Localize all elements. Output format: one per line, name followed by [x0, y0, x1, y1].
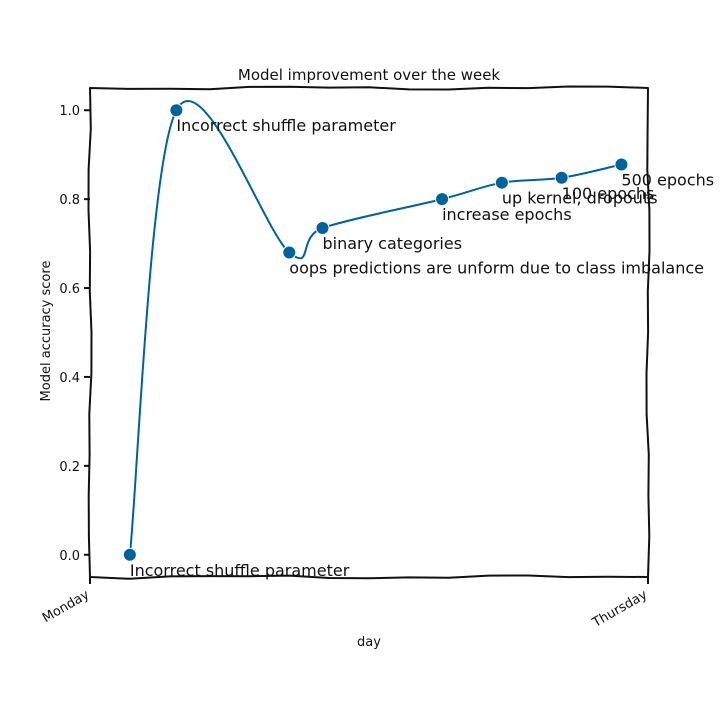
y-tick-label: 0.0: [59, 549, 80, 564]
y-axis: 0.0 0.2 0.4 0.6 0.8 1.0: [59, 104, 90, 564]
x-tick-label: Thursday: [589, 587, 650, 631]
annotations: Incorrect shuffle parameter Incorrect shu…: [130, 116, 714, 580]
annotation-incorrect-shuffle-parameter: Incorrect shuffle parameter: [130, 561, 350, 580]
annotation-up-kernel-dropouts: up kernel, dropouts: [502, 189, 658, 208]
chart-title: Model improvement over the week: [238, 66, 501, 84]
y-axis-label: Model accuracy score: [39, 261, 54, 402]
y-tick-label: 0.2: [59, 460, 80, 475]
x-axis-label: day: [357, 635, 381, 650]
data-point-6: [494, 175, 509, 190]
data-point-7: [554, 170, 569, 185]
data-point-3: [282, 245, 297, 260]
plot-frame: [87, 85, 651, 580]
data-point-2: [169, 103, 184, 118]
series-line-accuracy: [128, 100, 622, 555]
annotation-oops-predictions-are-unform-due-to-class-imbalance: oops predictions are unform due to class…: [289, 258, 704, 277]
data-point-5: [435, 192, 450, 207]
annotation-incorrect-shuffle-parameter: Incorrect shuffle parameter: [176, 116, 396, 135]
y-tick-label: 0.8: [59, 193, 80, 208]
y-tick-label: 0.6: [59, 282, 80, 297]
data-point-1: [122, 547, 137, 562]
data-points: [122, 103, 629, 562]
x-tick-label: Monday: [40, 587, 92, 626]
y-tick-label: 1.0: [59, 104, 80, 119]
data-point-8: [614, 157, 629, 172]
data-point-4: [315, 221, 330, 236]
annotation-500-epochs: 500 epochs: [621, 170, 714, 189]
y-tick-label: 0.4: [59, 371, 80, 386]
annotation-increase-epochs: increase epochs: [442, 205, 572, 224]
annotation-100-epochs: 100 epochs: [562, 184, 655, 203]
x-axis: Monday Thursday: [40, 577, 650, 631]
annotation-binary-categories: binary categories: [323, 234, 463, 253]
